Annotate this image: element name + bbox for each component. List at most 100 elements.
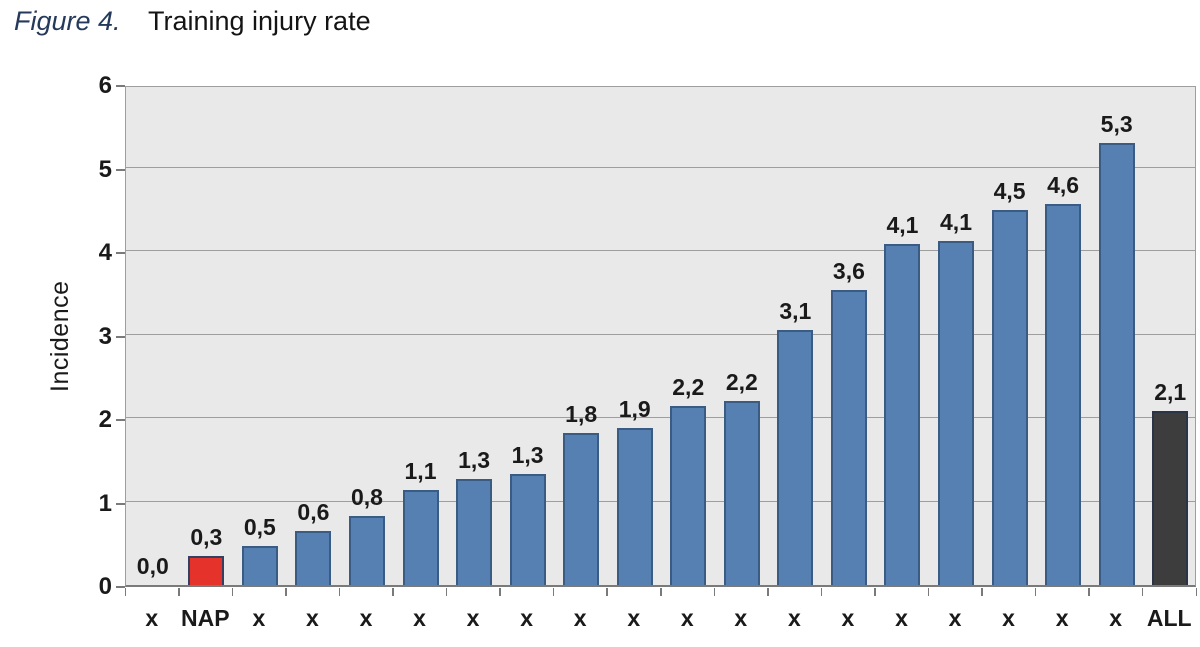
y-axis-tick-label: 3 [98, 322, 112, 350]
bar [1152, 411, 1189, 585]
bar [348, 515, 385, 585]
x-axis-label: x [895, 605, 908, 631]
bar-value-label: 3,1 [779, 298, 812, 325]
x-axis-label: x [573, 605, 587, 631]
bar-value-label: 2,1 [1154, 379, 1187, 406]
bar [991, 210, 1028, 585]
y-axis-tick [116, 252, 125, 254]
figure-title: Training injury rate [148, 6, 371, 36]
bar-value-label: 1,3 [511, 441, 544, 468]
bar-value-label: 0,0 [136, 553, 169, 579]
y-axis-tick-label: 1 [98, 489, 112, 517]
bar [616, 428, 653, 585]
bar [1098, 143, 1135, 585]
x-axis-tick [606, 588, 608, 596]
bar-value-label: 0,3 [190, 523, 223, 550]
bar [830, 290, 867, 585]
gridline [126, 417, 1195, 418]
x-axis-label: x [1055, 605, 1069, 631]
x-axis-tick [820, 588, 823, 596]
x-axis-label: x [841, 605, 855, 631]
x-axis-label: x [1002, 605, 1015, 631]
x-axis-tick [874, 588, 876, 596]
bar [777, 330, 814, 585]
y-axis-tick-label: 2 [98, 406, 112, 433]
x-axis-tick [445, 588, 448, 596]
x-axis-label: x [948, 605, 962, 631]
x-axis-label: x [1109, 605, 1123, 631]
x-axis-label: x [466, 605, 480, 631]
bar-value-label: 2,2 [725, 369, 758, 396]
x-axis-tick [231, 588, 234, 596]
bar [241, 545, 278, 585]
bar [456, 478, 493, 585]
x-axis-tick [552, 588, 555, 596]
bar-value-label: 4,1 [940, 208, 972, 235]
x-axis-label: ALL [1146, 605, 1192, 631]
y-axis-tick [116, 502, 125, 505]
gridline [126, 333, 1195, 335]
x-axis-label: x [520, 605, 534, 631]
x-axis-tick [927, 588, 930, 596]
bar [509, 473, 546, 585]
bar-value-label: 1,1 [404, 457, 437, 484]
x-axis-tick [338, 588, 341, 596]
y-axis-tick-label: 5 [98, 155, 112, 183]
gridline [126, 250, 1195, 251]
x-axis-label: x [359, 605, 373, 631]
x-axis-label: x [306, 605, 319, 631]
bar-value-label: 4,1 [886, 212, 919, 239]
x-axis-tick [1088, 588, 1090, 596]
y-axis-tick-label: 6 [98, 72, 112, 99]
x-axis-label: x [413, 605, 426, 631]
x-axis-label: x [734, 605, 748, 631]
x-axis-tick [660, 588, 662, 596]
x-axis-tick [499, 588, 501, 596]
plot-area: 0,0 0,3 0,5 0,6 0,8 1,1 1,3 1,3 1,8 1,9 2,2 2,2 3,1 3… [125, 86, 1196, 587]
x-axis-tick [285, 588, 287, 596]
bar-value-label: 1,8 [565, 401, 598, 428]
x-axis-tick [1141, 588, 1144, 596]
y-axis-tick-label: 0 [98, 573, 112, 600]
gridline [126, 166, 1195, 168]
x-axis-label: x [145, 605, 159, 631]
figure-number-label: Figure 4. [14, 6, 121, 36]
bar [295, 530, 332, 585]
x-axis-tick [392, 588, 394, 596]
bar [563, 433, 600, 585]
x-axis-tick [713, 588, 716, 596]
x-axis-tick [178, 588, 180, 596]
x-axis-tick [981, 588, 983, 596]
bar-value-label: 5,3 [1100, 111, 1133, 138]
y-axis-tick [116, 419, 125, 421]
bar-value-label: 1,9 [618, 396, 651, 423]
bar-value-label: 3,6 [832, 258, 865, 285]
x-axis-label: x [787, 605, 801, 631]
bar-value-label: 0,6 [297, 498, 330, 525]
x-axis-tick [767, 588, 769, 596]
x-axis-label: x [252, 605, 266, 631]
x-axis-tick [1034, 588, 1037, 596]
bar-value-label: 4,6 [1047, 172, 1080, 199]
bar [402, 489, 439, 585]
x-axis-label: x [627, 605, 641, 631]
bar-value-label: 4,5 [993, 178, 1026, 205]
y-axis-tick-label: 4 [98, 239, 112, 266]
bar [1045, 204, 1082, 585]
bar-value-label: 2,2 [672, 374, 705, 401]
y-axis-tick [116, 85, 125, 87]
x-axis-label: x [680, 605, 694, 631]
y-axis-tick [116, 335, 125, 338]
bar [938, 240, 975, 585]
bar-value-label: 0,8 [350, 483, 383, 510]
bar-value-label: 0,5 [243, 513, 276, 540]
x-axis-tick [1195, 588, 1197, 596]
y-axis-tick [116, 168, 125, 171]
x-axis-tick [124, 588, 126, 596]
y-axis-tick [116, 586, 125, 588]
bar [884, 244, 921, 585]
bar [670, 406, 707, 585]
bar-value-label: 1,3 [458, 446, 491, 473]
gridline [126, 500, 1195, 502]
